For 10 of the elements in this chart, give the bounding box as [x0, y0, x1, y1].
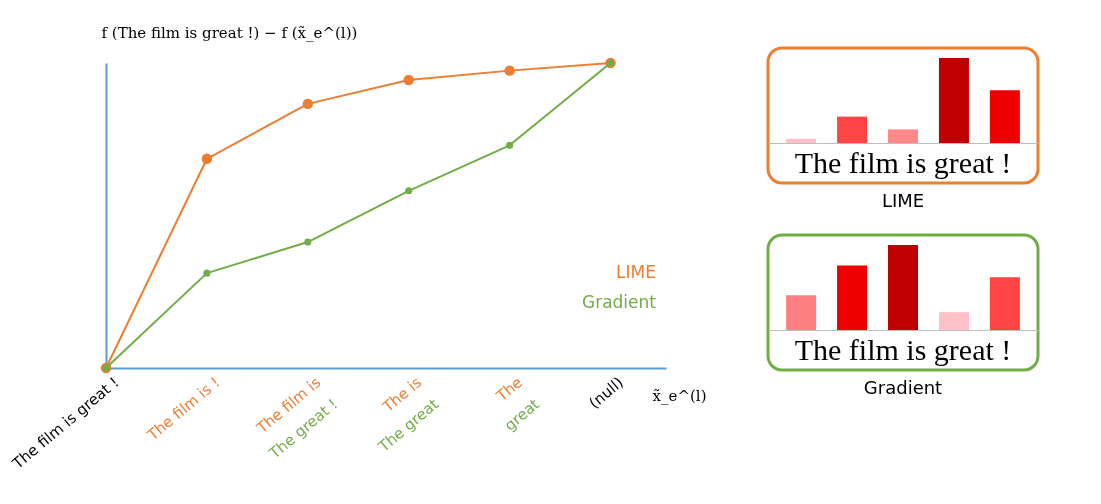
- y-axis-title: f (The film is great !) − f (x̃_e^(l)): [101, 23, 358, 42]
- text: The film is great !: [794, 333, 1012, 366]
- x-axis-title: x̃_e^(l): [652, 386, 707, 405]
- text: Gradient: [863, 377, 943, 398]
- x-tick-label: The film is !: [143, 373, 224, 445]
- text: Gradient: [582, 292, 657, 312]
- text: LIME: [616, 262, 656, 282]
- x-tick-label: The: [492, 373, 527, 406]
- text: LIME: [881, 190, 925, 211]
- text: The film is great !: [794, 146, 1012, 179]
